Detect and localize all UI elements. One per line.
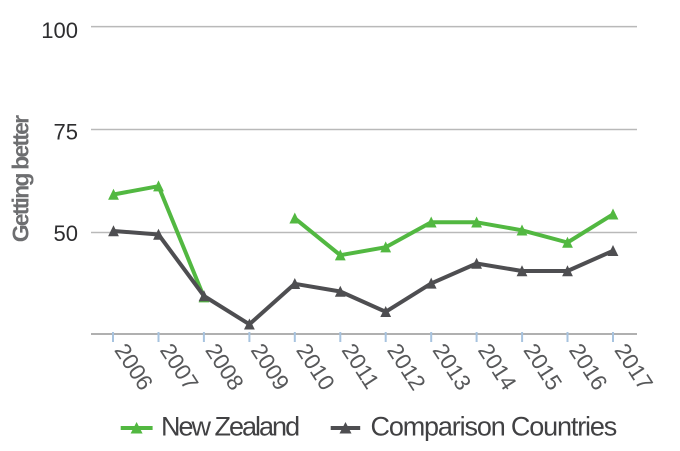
svg-text:New Zealand: New Zealand [161, 412, 299, 442]
svg-text:100: 100 [41, 18, 78, 43]
svg-text:Comparison Countries: Comparison Countries [371, 412, 617, 442]
svg-text:75: 75 [54, 120, 78, 145]
svg-text:Getting better: Getting better [8, 115, 34, 242]
svg-text:50: 50 [54, 221, 78, 246]
